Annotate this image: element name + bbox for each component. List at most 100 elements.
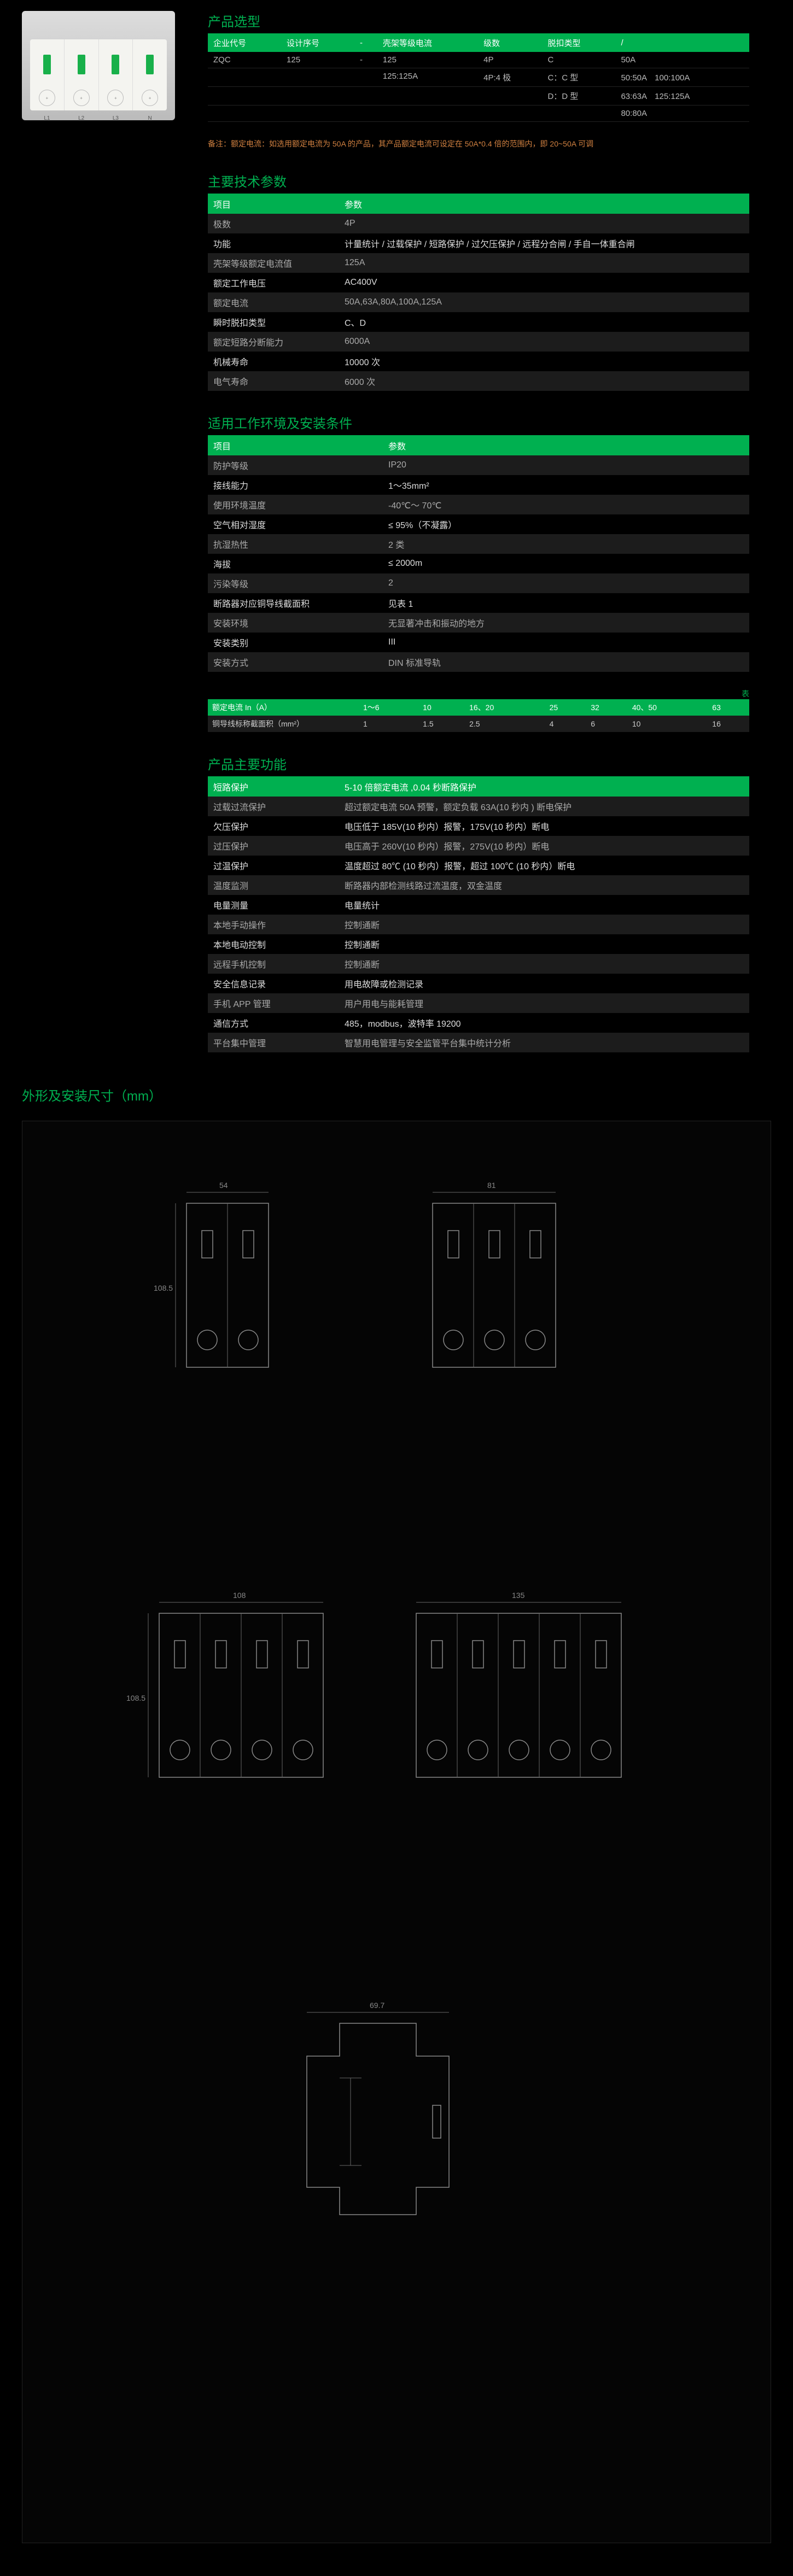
dim-w3: 108 — [233, 1591, 246, 1600]
dim-w4: 135 — [512, 1591, 525, 1600]
section-title-env: 适用工作环境及安装条件 — [208, 413, 749, 436]
spec-label: 防护等级 — [208, 455, 383, 475]
spec-value: 超过额定电流 50A 预警，额定负载 63A(10 秒内 ) 断电保护 — [339, 797, 749, 816]
type-table-cell — [478, 87, 542, 106]
spec-label: 通信方式 — [208, 1013, 339, 1033]
type-table-cell: C — [542, 52, 615, 68]
type-table-header: 企业代号 — [208, 34, 281, 52]
spec-label: 欠压保护 — [208, 816, 339, 836]
dimension-diagram: 54 108.5 81 — [22, 1121, 771, 2543]
type-table-cell: 125:125A — [377, 68, 478, 87]
dim-w1: 54 — [219, 1181, 228, 1190]
type-table-cell — [208, 68, 281, 87]
spec-label: 海拔 — [208, 554, 383, 573]
type-table-cell: 125 — [281, 52, 354, 68]
spec-label: 过温保护 — [208, 856, 339, 875]
spec-value: DIN 标准导轨 — [383, 652, 749, 672]
type-table-cell — [354, 68, 377, 87]
section-title-tech: 主要技术参数 — [208, 171, 749, 194]
type-table-cell — [281, 106, 354, 122]
pole-label: N — [148, 115, 152, 121]
spec-value: 计量统计 / 过载保护 / 短路保护 / 过欠压保护 / 远程分合闸 / 手自一… — [339, 233, 749, 253]
spec-value: 10000 次 — [339, 352, 749, 371]
spec-value: 电压高于 260V(10 秒内）报警，275V(10 秒内）断电 — [339, 836, 749, 856]
type-table-cell — [208, 87, 281, 106]
spec-label: 平台集中管理 — [208, 1033, 339, 1052]
type-table-header: - — [354, 34, 377, 52]
spec-value: 50A,63A,80A,100A,125A — [339, 292, 749, 312]
type-table-cell: 4P:4 极 — [478, 68, 542, 87]
spec-value: 2 类 — [383, 534, 749, 554]
spec-label: 安装环境 — [208, 613, 383, 633]
spec-value: 见表 1 — [383, 593, 749, 613]
spec-label: 瞬时脱扣类型 — [208, 312, 339, 332]
spec-label: 过载过流保护 — [208, 797, 339, 816]
spec-label: 手机 APP 管理 — [208, 993, 339, 1013]
product-image: +L1 +L2 +L3 +N — [22, 11, 175, 120]
type-table-cell — [377, 87, 478, 106]
type-table-cell: 125 — [377, 52, 478, 68]
type-table-cell — [354, 106, 377, 122]
type-table-cell: 63:63A 125:125A — [615, 87, 749, 106]
spec-value: 用电故障或检测记录 — [339, 974, 749, 993]
spec-value: 智慧用电管理与安全监管平台集中统计分析 — [339, 1033, 749, 1052]
type-table-cell: - — [354, 52, 377, 68]
spec-value: 1～35mm² — [383, 475, 749, 495]
dim-w5: 69.7 — [370, 2001, 384, 2010]
spec-value: C、D — [339, 312, 749, 332]
spec-label: 功能 — [208, 233, 339, 253]
type-table-header: 壳架等级电流 — [377, 34, 478, 52]
type-table-header: 级数 — [478, 34, 542, 52]
type-table-header: / — [615, 34, 749, 52]
spec-value: 控制通断 — [339, 954, 749, 974]
type-table-cell — [208, 106, 281, 122]
table-ref-label: 表 — [208, 688, 749, 699]
func-table: 短路保护5-10 倍额定电流 ,0.04 秒断路保护过载过流保护超过额定电流 5… — [208, 777, 749, 1052]
spec-label: 安装类别 — [208, 633, 383, 652]
spec-label: 电量测量 — [208, 895, 339, 915]
type-table-cell — [281, 87, 354, 106]
type-table-cell: D：D 型 — [542, 87, 615, 106]
spec-label: 接线能力 — [208, 475, 383, 495]
spec-label: 本地电动控制 — [208, 934, 339, 954]
spec-value: 温度超过 80℃ (10 秒内）报警，超过 100℃ (10 秒内）断电 — [339, 856, 749, 875]
pole-label: L2 — [78, 115, 84, 121]
spec-label: 本地手动操作 — [208, 915, 339, 934]
spec-label: 机械寿命 — [208, 352, 339, 371]
spec-label: 过压保护 — [208, 836, 339, 856]
type-table-cell: ZQC — [208, 52, 281, 68]
spec-label: 空气相对湿度 — [208, 514, 383, 534]
spec-label: 额定工作电压 — [208, 273, 339, 292]
type-table-cell — [478, 106, 542, 122]
type-table-cell — [377, 106, 478, 122]
spec-label: 温度监测 — [208, 875, 339, 895]
type-selection-table: 企业代号设计序号-壳架等级电流级数脱扣类型/ ZQC125-1254PC50A1… — [208, 34, 749, 122]
spec-value: -40℃～ 70℃ — [383, 495, 749, 514]
dim-w2: 81 — [487, 1181, 496, 1190]
spec-value: 无显著冲击和振动的地方 — [383, 613, 749, 633]
spec-value: 控制通断 — [339, 934, 749, 954]
spec-value: 控制通断 — [339, 915, 749, 934]
spec-value: 125A — [339, 253, 749, 273]
spec-label: 安装方式 — [208, 652, 383, 672]
type-table-header: 设计序号 — [281, 34, 354, 52]
spec-label: 极数 — [208, 214, 339, 233]
note-text: 备注：额定电流：如选用额定电流为 50A 的产品，其产品额定电流可设定在 50A… — [208, 138, 749, 149]
section-title-type: 产品选型 — [208, 11, 749, 34]
pole-label: L3 — [113, 115, 119, 121]
spec-label: 断路器对应铜导线截面积 — [208, 593, 383, 613]
spec-value: 2 — [383, 573, 749, 593]
type-table-cell — [281, 68, 354, 87]
spec-label: 壳架等级额定电流值 — [208, 253, 339, 273]
spec-value: 4P — [339, 214, 749, 233]
spec-value: 6000 次 — [339, 371, 749, 391]
spec-value: 用户用电与能耗管理 — [339, 993, 749, 1013]
spec-value: 电压低于 185V(10 秒内）报警，175V(10 秒内）断电 — [339, 816, 749, 836]
type-table-cell: C：C 型 — [542, 68, 615, 87]
spec-label: 电气寿命 — [208, 371, 339, 391]
spec-value: ≤ 2000m — [383, 554, 749, 573]
pole-label: L1 — [44, 115, 50, 121]
type-table-cell: 50A — [615, 52, 749, 68]
type-table-cell — [542, 106, 615, 122]
spec-value: 485，modbus，波特率 19200 — [339, 1013, 749, 1033]
